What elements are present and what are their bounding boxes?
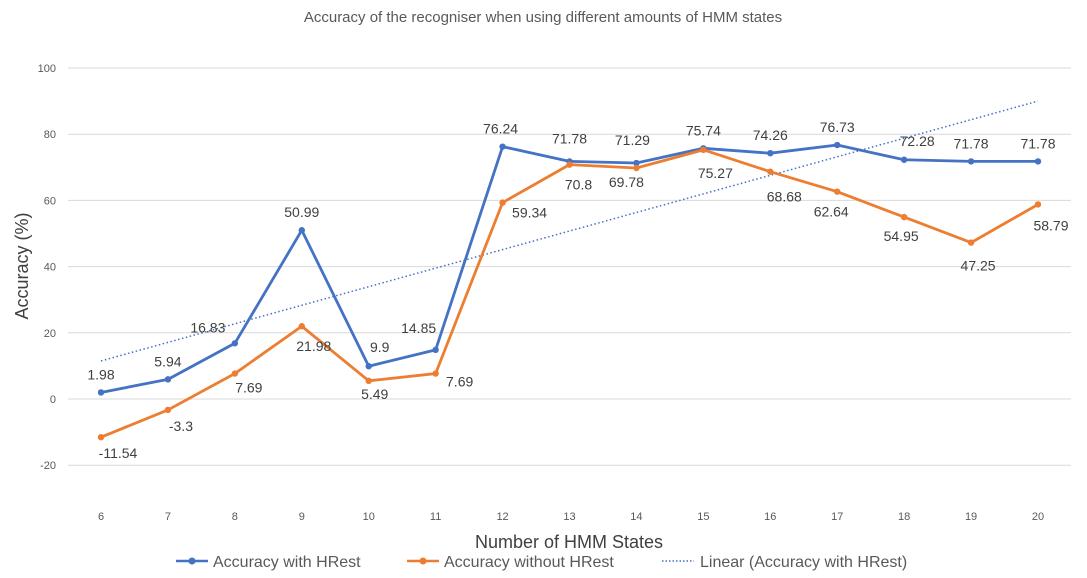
data-point-hrest: [834, 141, 841, 149]
data-point-no-hrest: [1034, 201, 1042, 208]
data-point-hrest: [432, 346, 439, 354]
data-point-no-hrest: [700, 146, 707, 154]
data-label-hrest: 76.73: [820, 119, 855, 135]
data-point-hrest: [499, 143, 506, 150]
y-tick-label: 80: [44, 129, 56, 141]
y-tick-label: 100: [38, 63, 56, 75]
x-tick-label: 17: [831, 511, 843, 523]
data-label-no-hrest: -11.54: [99, 445, 138, 461]
data-point-no-hrest: [231, 370, 239, 377]
data-point-no-hrest: [566, 161, 573, 168]
x-axis-ticks: 6 7 8 9 10 11 12 13 14 15 16 17 18 19 20: [98, 511, 1044, 523]
data-label-no-hrest: 21.98: [296, 338, 331, 354]
data-labels-group: 1.98 5.94 16.83 50.99 9.9 14.85 76.24 71.78 71.2…: [87, 119, 1068, 461]
x-tick-label: 9: [299, 511, 305, 523]
data-label-hrest: 9.9: [370, 339, 390, 355]
y-axis-title: Accuracy (%): [12, 212, 32, 319]
x-tick-label: 6: [98, 511, 104, 523]
data-label-no-hrest: 68.68: [767, 189, 802, 205]
data-point-hrest: [633, 159, 640, 167]
x-tick-label: 12: [496, 511, 508, 523]
data-point-no-hrest: [499, 199, 506, 206]
data-label-hrest: 76.24: [483, 121, 518, 137]
data-label-no-hrest: 69.78: [609, 174, 644, 190]
data-label-no-hrest: 58.79: [1033, 217, 1068, 233]
series-group: [97, 141, 1042, 441]
chart-title: Accuracy of the recogniser when using di…: [304, 9, 782, 26]
x-tick-label: 19: [965, 511, 977, 523]
data-label-hrest: 5.94: [154, 353, 181, 369]
x-tick-label: 8: [232, 511, 238, 523]
data-label-hrest: 75.74: [686, 122, 721, 138]
data-label-hrest: 71.78: [954, 135, 989, 151]
data-label-no-hrest: 59.34: [512, 205, 547, 221]
data-label-hrest: 1.98: [87, 366, 114, 382]
data-label-hrest: 71.78: [552, 130, 587, 146]
data-label-hrest: 72.28: [900, 133, 935, 149]
data-point-no-hrest: [834, 188, 841, 195]
data-label-hrest: 14.85: [401, 320, 436, 336]
data-point-no-hrest: [365, 377, 372, 385]
x-tick-label: 11: [430, 511, 441, 523]
data-label-no-hrest: 47.25: [961, 258, 996, 274]
data-point-hrest: [1034, 158, 1042, 165]
data-label-no-hrest: 7.69: [235, 380, 262, 396]
data-label-no-hrest: 75.27: [698, 165, 733, 181]
y-tick-label: 60: [44, 195, 56, 207]
data-label-no-hrest: 7.69: [446, 374, 473, 390]
data-point-no-hrest: [900, 213, 908, 221]
data-point-no-hrest: [432, 370, 439, 377]
x-tick-label: 7: [165, 511, 171, 523]
data-label-no-hrest: 70.8: [565, 177, 592, 193]
data-point-hrest: [767, 149, 774, 157]
data-point-no-hrest: [967, 239, 975, 246]
data-label-no-hrest: 62.64: [814, 204, 849, 220]
gridlines: [68, 67, 1071, 466]
x-tick-label: 10: [363, 511, 375, 523]
x-tick-label: 14: [630, 511, 642, 523]
data-label-no-hrest: 54.95: [884, 228, 919, 244]
legend-label-no-hrest: Accuracy without HRest: [444, 554, 614, 571]
y-axis-ticks: -20 0 20 40 60 80 100: [38, 63, 56, 472]
y-tick-label: -20: [40, 460, 56, 472]
x-tick-label: 18: [898, 511, 910, 523]
data-label-hrest: 71.29: [615, 132, 650, 148]
x-axis-title: Number of HMM States: [475, 532, 663, 552]
data-point-hrest: [231, 340, 239, 347]
x-tick-label: 15: [697, 511, 709, 523]
legend-marker-no-hrest: [419, 557, 427, 565]
data-point-no-hrest: [298, 323, 305, 330]
x-tick-label: 20: [1032, 511, 1044, 523]
data-label-no-hrest: 5.49: [361, 386, 388, 402]
x-tick-label: 16: [764, 511, 776, 523]
data-label-hrest: 74.26: [753, 127, 788, 143]
data-point-hrest: [967, 158, 975, 165]
data-label-hrest: 71.78: [1020, 135, 1055, 151]
legend: Accuracy with HRest Accuracy without HRe…: [176, 554, 907, 571]
data-point-no-hrest: [767, 168, 774, 175]
y-tick-label: 40: [44, 262, 56, 274]
legend-marker-hrest: [188, 557, 196, 565]
legend-label-trendline: Linear (Accuracy with HRest): [700, 554, 907, 571]
legend-label-hrest: Accuracy with HRest: [213, 554, 361, 571]
data-label-hrest: 50.99: [284, 204, 319, 220]
data-label-hrest: 16.83: [190, 319, 225, 335]
data-label-no-hrest: -3.3: [169, 418, 193, 434]
data-point-no-hrest: [164, 406, 172, 414]
data-point-no-hrest: [97, 433, 105, 441]
data-point-hrest: [298, 227, 305, 234]
data-point-hrest: [164, 376, 172, 383]
y-tick-label: 0: [50, 394, 56, 406]
data-point-hrest: [365, 363, 372, 370]
y-tick-label: 20: [44, 328, 56, 340]
data-point-no-hrest: [633, 164, 640, 172]
x-tick-label: 13: [563, 511, 575, 523]
data-point-hrest: [900, 156, 908, 163]
data-point-hrest: [97, 389, 105, 396]
